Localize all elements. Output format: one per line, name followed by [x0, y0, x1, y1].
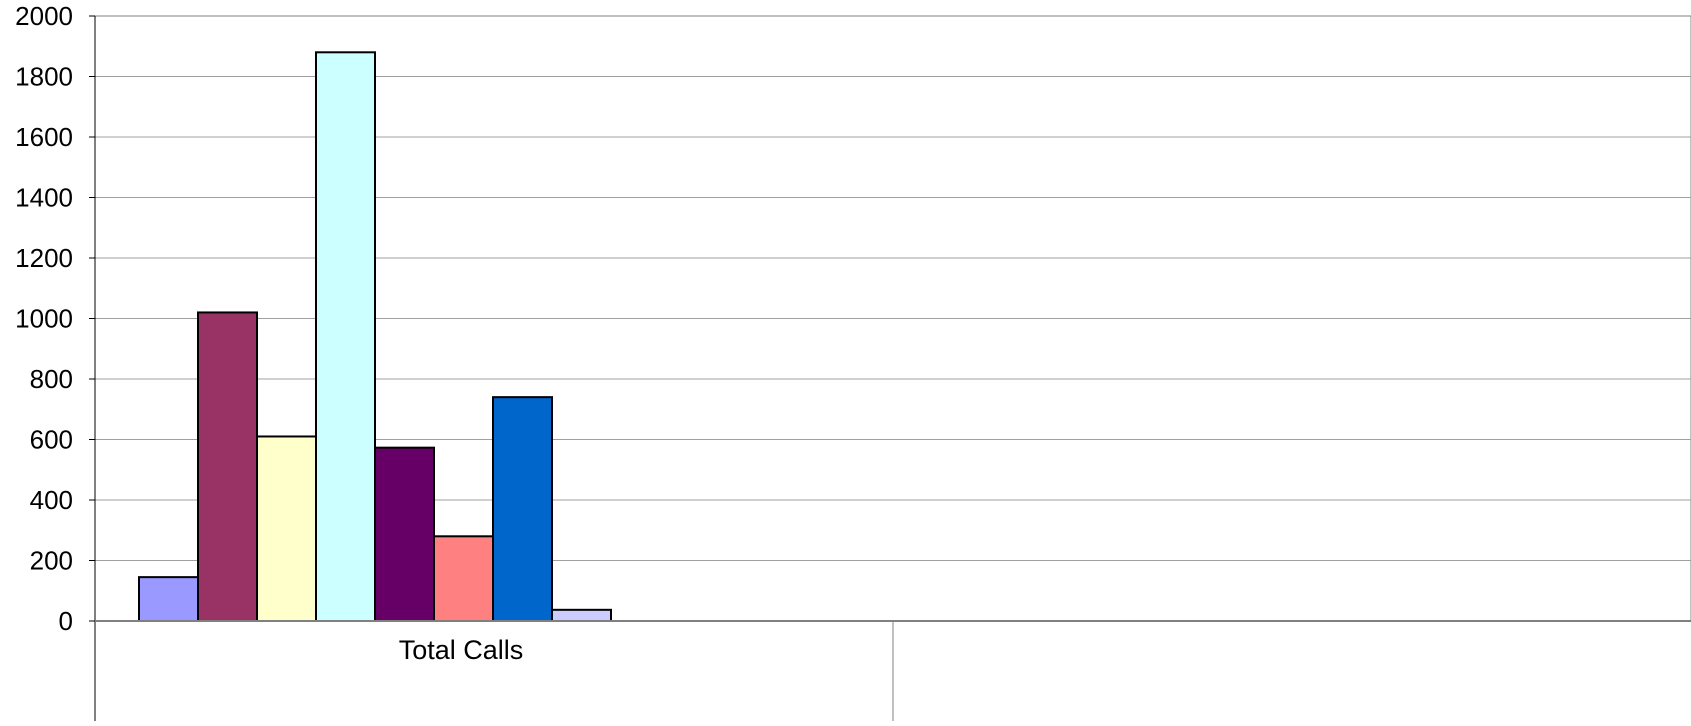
bar-series-4 [315, 51, 376, 623]
y-tick-label: 800 [30, 364, 73, 394]
bar-series-3 [256, 435, 317, 622]
y-tick-label: 2000 [15, 1, 73, 31]
y-tick-label: 0 [59, 606, 73, 636]
y-tick-label: 1400 [15, 183, 73, 213]
y-tick-label: 1600 [15, 122, 73, 152]
y-tick-label: 1200 [15, 243, 73, 273]
bar-series-1 [138, 576, 199, 623]
bar-series-8 [551, 608, 612, 622]
bars [138, 51, 612, 623]
axes [89, 15, 1691, 721]
bar-series-6 [433, 535, 494, 622]
y-tick-label: 1800 [15, 62, 73, 92]
y-tick-label: 600 [30, 425, 73, 455]
y-tick-label: 1000 [15, 304, 73, 334]
y-tick-label: 400 [30, 485, 73, 515]
axis-labels: 0 200 400 600 800 1000 1200 1400 1600 1800 2000 Tot… [15, 1, 523, 665]
bar-series-5 [374, 446, 435, 623]
bar-series-2 [197, 311, 258, 622]
y-tick-label: 200 [30, 546, 73, 576]
bar-series-7 [492, 396, 553, 622]
x-category-label: Total Calls [399, 635, 524, 665]
